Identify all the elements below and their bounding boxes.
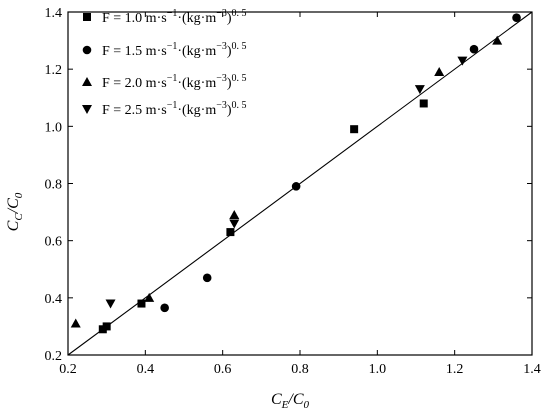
data-point-triangle-up	[70, 318, 81, 328]
legend-item: F = 2.0 m·s−1·(kg·m−3)0. 5	[82, 73, 247, 91]
legend: F = 1.0 m·s−1·(kg·m−3)0. 5 F = 1.5 m·s−1…	[82, 8, 247, 118]
legend-label: F = 2.5 m·s−1·(kg·m−3)0. 5	[102, 100, 247, 118]
data-point-square	[137, 299, 146, 308]
plot-frame	[67, 11, 533, 356]
y-tick-label: 0.8	[45, 178, 63, 193]
data-point-circle	[291, 182, 301, 191]
data-point-triangle-up	[492, 35, 503, 45]
x-tick-label: 1.0	[369, 362, 387, 377]
y-tick-label: 0.2	[45, 349, 63, 364]
data-point-square	[419, 99, 428, 108]
y-tick-label: 1.0	[45, 120, 63, 135]
x-tick-label: 0.6	[214, 362, 232, 377]
legend-item: F = 2.5 m·s−1·(kg·m−3)0. 5	[82, 100, 247, 118]
data-point-triangle-down	[105, 299, 116, 309]
legend-label: F = 1.5 m·s−1·(kg·m−3)0. 5	[102, 41, 247, 59]
legend-triangle-up-marker	[82, 77, 92, 86]
data-point-triangle-up	[144, 292, 155, 302]
y-tick-label: 0.4	[45, 292, 63, 307]
y-tick-label: 0.6	[45, 235, 63, 250]
x-tick-label: 0.2	[59, 362, 77, 377]
data-point-triangle-up	[434, 67, 445, 77]
legend-circle-marker	[82, 45, 92, 55]
x-tick-label: 0.4	[137, 362, 155, 377]
data-point-circle	[202, 273, 212, 283]
y-tick-label: 1.2	[45, 63, 63, 78]
data-point-circle	[160, 303, 169, 313]
data-point-circle	[512, 13, 521, 23]
legend-item: F = 1.0 m·s−1·(kg·m−3)0. 5	[83, 8, 247, 26]
data-point-triangle-down	[414, 85, 425, 95]
x-tick-label: 1.4	[523, 362, 541, 377]
legend-item: F = 1.5 m·s−1·(kg·m−3)0. 5	[82, 41, 247, 59]
data-point-triangle-down	[457, 56, 468, 66]
data-point-square	[350, 125, 359, 134]
tick-labels-layer: 0.2 0.4 0.6 0.8 1.0 1.2 1.4 0.2 0.4 0.6 0.8 1.0 1.2 1…	[45, 6, 541, 377]
legend-label: F = 1.0 m·s−1·(kg·m−3)0. 5	[102, 8, 247, 26]
y-tick-label: 1.4	[45, 6, 63, 21]
x-tick-label: 1.2	[446, 362, 464, 377]
legend-triangle-down-marker	[82, 105, 92, 114]
data-point-triangle-down	[229, 219, 240, 229]
data-point-square	[102, 322, 111, 331]
legend-square-marker	[83, 13, 91, 21]
x-axis-label: CE/C0	[271, 391, 310, 411]
x-tick-label: 0.8	[291, 362, 309, 377]
data-points-layer	[70, 13, 521, 334]
data-point-square	[226, 228, 235, 237]
y-axis-label: CC/C0	[5, 192, 25, 231]
reference-line	[67, 11, 533, 356]
data-point-circle	[469, 44, 479, 54]
data-point-triangle-up	[229, 209, 240, 219]
legend-label: F = 2.0 m·s−1·(kg·m−3)0. 5	[102, 73, 247, 91]
